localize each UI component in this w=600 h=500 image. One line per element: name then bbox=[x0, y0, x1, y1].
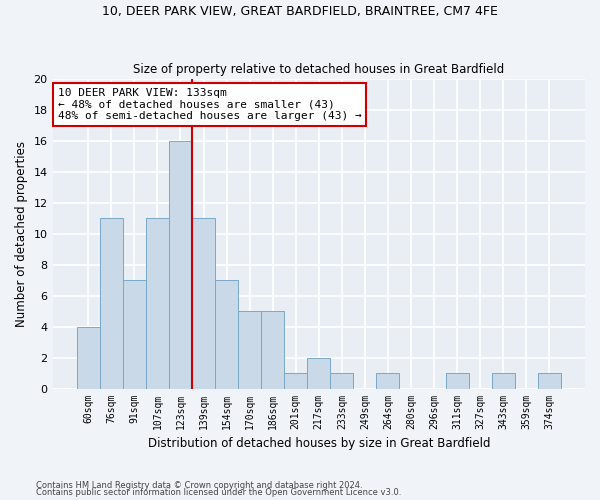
Bar bbox=[192, 218, 215, 388]
Title: Size of property relative to detached houses in Great Bardfield: Size of property relative to detached ho… bbox=[133, 63, 505, 76]
Bar bbox=[491, 373, 515, 388]
Bar bbox=[215, 280, 238, 388]
Bar bbox=[238, 311, 261, 388]
Bar bbox=[100, 218, 123, 388]
X-axis label: Distribution of detached houses by size in Great Bardfield: Distribution of detached houses by size … bbox=[148, 437, 490, 450]
Text: Contains public sector information licensed under the Open Government Licence v3: Contains public sector information licen… bbox=[36, 488, 401, 497]
Bar bbox=[446, 373, 469, 388]
Bar bbox=[123, 280, 146, 388]
Bar bbox=[376, 373, 400, 388]
Bar bbox=[284, 373, 307, 388]
Bar bbox=[146, 218, 169, 388]
Text: Contains HM Land Registry data © Crown copyright and database right 2024.: Contains HM Land Registry data © Crown c… bbox=[36, 480, 362, 490]
Bar bbox=[261, 311, 284, 388]
Text: 10 DEER PARK VIEW: 133sqm
← 48% of detached houses are smaller (43)
48% of semi-: 10 DEER PARK VIEW: 133sqm ← 48% of detac… bbox=[58, 88, 362, 121]
Bar bbox=[538, 373, 561, 388]
Bar bbox=[307, 358, 330, 388]
Bar bbox=[77, 326, 100, 388]
Bar bbox=[330, 373, 353, 388]
Text: 10, DEER PARK VIEW, GREAT BARDFIELD, BRAINTREE, CM7 4FE: 10, DEER PARK VIEW, GREAT BARDFIELD, BRA… bbox=[102, 5, 498, 18]
Bar bbox=[169, 140, 192, 388]
Y-axis label: Number of detached properties: Number of detached properties bbox=[15, 140, 28, 326]
